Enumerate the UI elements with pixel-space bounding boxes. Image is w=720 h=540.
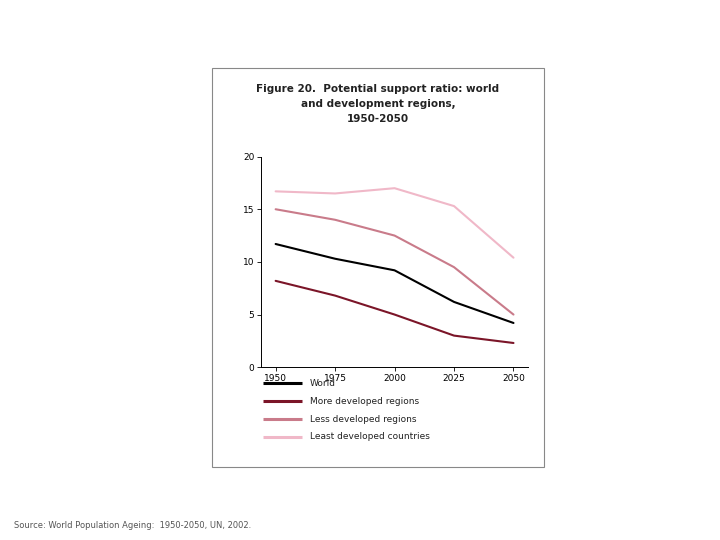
Text: 1950-2050: 1950-2050 [347,114,409,124]
Text: More developed regions: More developed regions [310,397,419,406]
Text: and development regions,: and development regions, [301,99,455,109]
Text: Least developed countries: Least developed countries [310,433,429,441]
Text: Less developed regions: Less developed regions [310,415,416,423]
Text: Figure 20.  Potential support ratio: world: Figure 20. Potential support ratio: worl… [256,84,500,94]
Text: World: World [310,379,336,388]
Text: Source: World Population Ageing:  1950-2050, UN, 2002.: Source: World Population Ageing: 1950-20… [14,521,252,530]
